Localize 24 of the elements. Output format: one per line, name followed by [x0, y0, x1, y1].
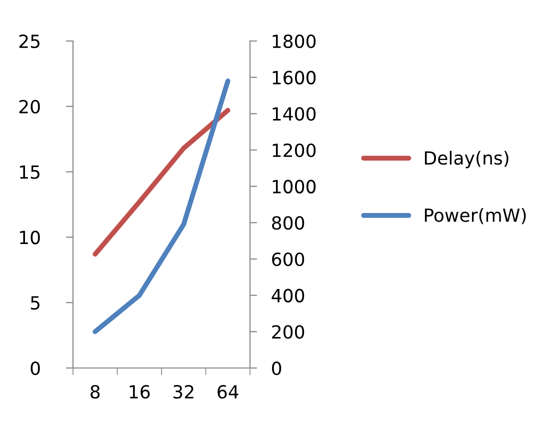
y2-tick-label: 200: [272, 325, 304, 339]
y2-tick-label: 1200: [272, 143, 316, 158]
y-tick-label: 20: [19, 100, 40, 114]
x-tick-label: 32: [174, 384, 194, 399]
y2-tick-label: 400: [272, 288, 304, 302]
x-tick-label: 16: [130, 384, 150, 399]
y2-tick-label: 1000: [272, 180, 316, 194]
legend-label: Power(mW): [424, 208, 526, 224]
y2-tick-label: 1800: [272, 34, 316, 48]
x-tick-label: 64: [218, 384, 238, 399]
line-series: [92, 78, 230, 334]
y-tick-label: 15: [20, 165, 40, 179]
legend-label: Delay(ns): [424, 150, 508, 168]
y-tick-label: 25: [19, 34, 40, 48]
y2-tick-label: 1400: [272, 107, 316, 121]
y2-tick-label: 800: [272, 216, 304, 230]
line-series: [92, 108, 230, 257]
y-tick-label: 5: [30, 296, 40, 310]
y-tick-label: 0: [30, 361, 40, 376]
y2-tick-label: 600: [272, 252, 304, 266]
y2-tick-label: 1600: [272, 70, 316, 84]
x-tick-label: 8: [90, 384, 100, 399]
y2-tick-label: 0: [272, 361, 282, 376]
y-tick-label: 10: [20, 230, 40, 244]
